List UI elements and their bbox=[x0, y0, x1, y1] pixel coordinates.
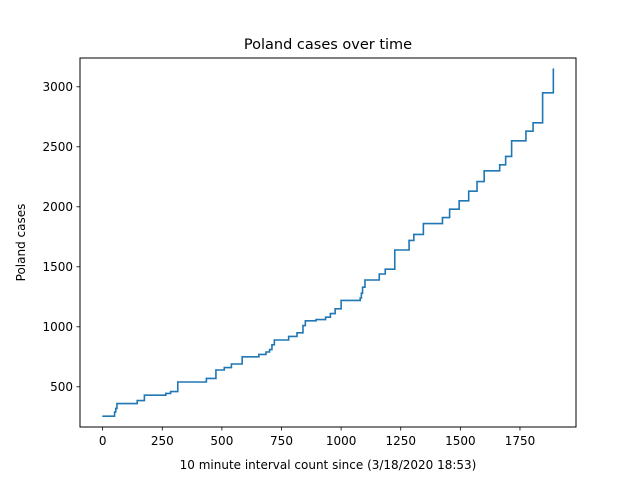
data-point bbox=[360, 292, 362, 294]
data-point bbox=[265, 351, 267, 353]
data-point bbox=[525, 130, 527, 132]
data-point bbox=[364, 279, 366, 281]
data-point bbox=[315, 319, 317, 321]
chart-title: Poland cases over time bbox=[244, 37, 412, 53]
data-point bbox=[378, 273, 380, 275]
x-tick-label: 750 bbox=[270, 434, 293, 448]
x-tick-label: 500 bbox=[210, 434, 233, 448]
data-point bbox=[334, 308, 336, 310]
data-point bbox=[143, 394, 145, 396]
data-point bbox=[136, 400, 138, 402]
data-point bbox=[304, 320, 306, 322]
data-point bbox=[359, 297, 361, 299]
data-point bbox=[511, 140, 513, 142]
data-point bbox=[325, 316, 327, 318]
data-point bbox=[413, 233, 415, 235]
data-point bbox=[177, 381, 179, 383]
data-point bbox=[505, 155, 507, 157]
plot-frame bbox=[79, 57, 577, 428]
data-point bbox=[258, 353, 260, 355]
data-point bbox=[384, 268, 386, 270]
y-tick-label: 1000 bbox=[42, 320, 73, 334]
data-point bbox=[458, 200, 460, 202]
data-point bbox=[288, 335, 290, 337]
data-point bbox=[113, 411, 116, 413]
series-layer bbox=[102, 68, 555, 417]
data-point bbox=[205, 377, 207, 379]
data-point bbox=[273, 339, 275, 341]
plot-background bbox=[80, 58, 576, 427]
data-point bbox=[329, 313, 331, 315]
data-point bbox=[408, 239, 410, 241]
data-point bbox=[499, 164, 501, 166]
data-point bbox=[340, 299, 342, 301]
data-point bbox=[449, 208, 451, 210]
data-point bbox=[271, 344, 273, 346]
data-point bbox=[542, 92, 544, 94]
y-tick-label: 3000 bbox=[42, 80, 73, 94]
data-point bbox=[476, 181, 478, 183]
y-axis-label: Poland cases bbox=[14, 204, 28, 282]
x-axis-label: 10 minute interval count since (3/18/202… bbox=[180, 458, 477, 472]
x-tick-label: 1500 bbox=[445, 434, 476, 448]
data-point bbox=[532, 122, 534, 124]
data-point bbox=[483, 170, 485, 172]
data-point bbox=[223, 367, 225, 369]
data-point bbox=[296, 332, 298, 334]
x-tick-label: 250 bbox=[151, 434, 174, 448]
x-tick-label: 1000 bbox=[326, 434, 357, 448]
y-tick-label: 2000 bbox=[42, 200, 73, 214]
data-point bbox=[552, 68, 554, 70]
data-point bbox=[302, 325, 304, 327]
data-point bbox=[102, 415, 104, 417]
data-point bbox=[165, 392, 167, 394]
data-point bbox=[170, 391, 172, 393]
y-tick-label: 1500 bbox=[42, 260, 73, 274]
data-point bbox=[422, 223, 424, 225]
data-point bbox=[361, 286, 364, 288]
data-point bbox=[394, 249, 396, 251]
tick-layer: 0 250 500 750 1000 1250 1500 1750 500 1000 1500 200… bbox=[42, 80, 535, 448]
data-point bbox=[116, 403, 118, 405]
y-tick-label: 2500 bbox=[42, 140, 73, 154]
data-point bbox=[230, 363, 233, 365]
x-tick-label: 1750 bbox=[505, 434, 536, 448]
data-point bbox=[268, 349, 271, 351]
data-point bbox=[215, 369, 217, 371]
data-point bbox=[241, 356, 243, 358]
x-tick-label: 0 bbox=[99, 434, 107, 448]
data-point bbox=[115, 407, 117, 409]
x-tick-label: 1250 bbox=[385, 434, 416, 448]
y-tick-label: 500 bbox=[50, 380, 73, 394]
data-point bbox=[441, 217, 444, 219]
data-point bbox=[468, 190, 470, 192]
